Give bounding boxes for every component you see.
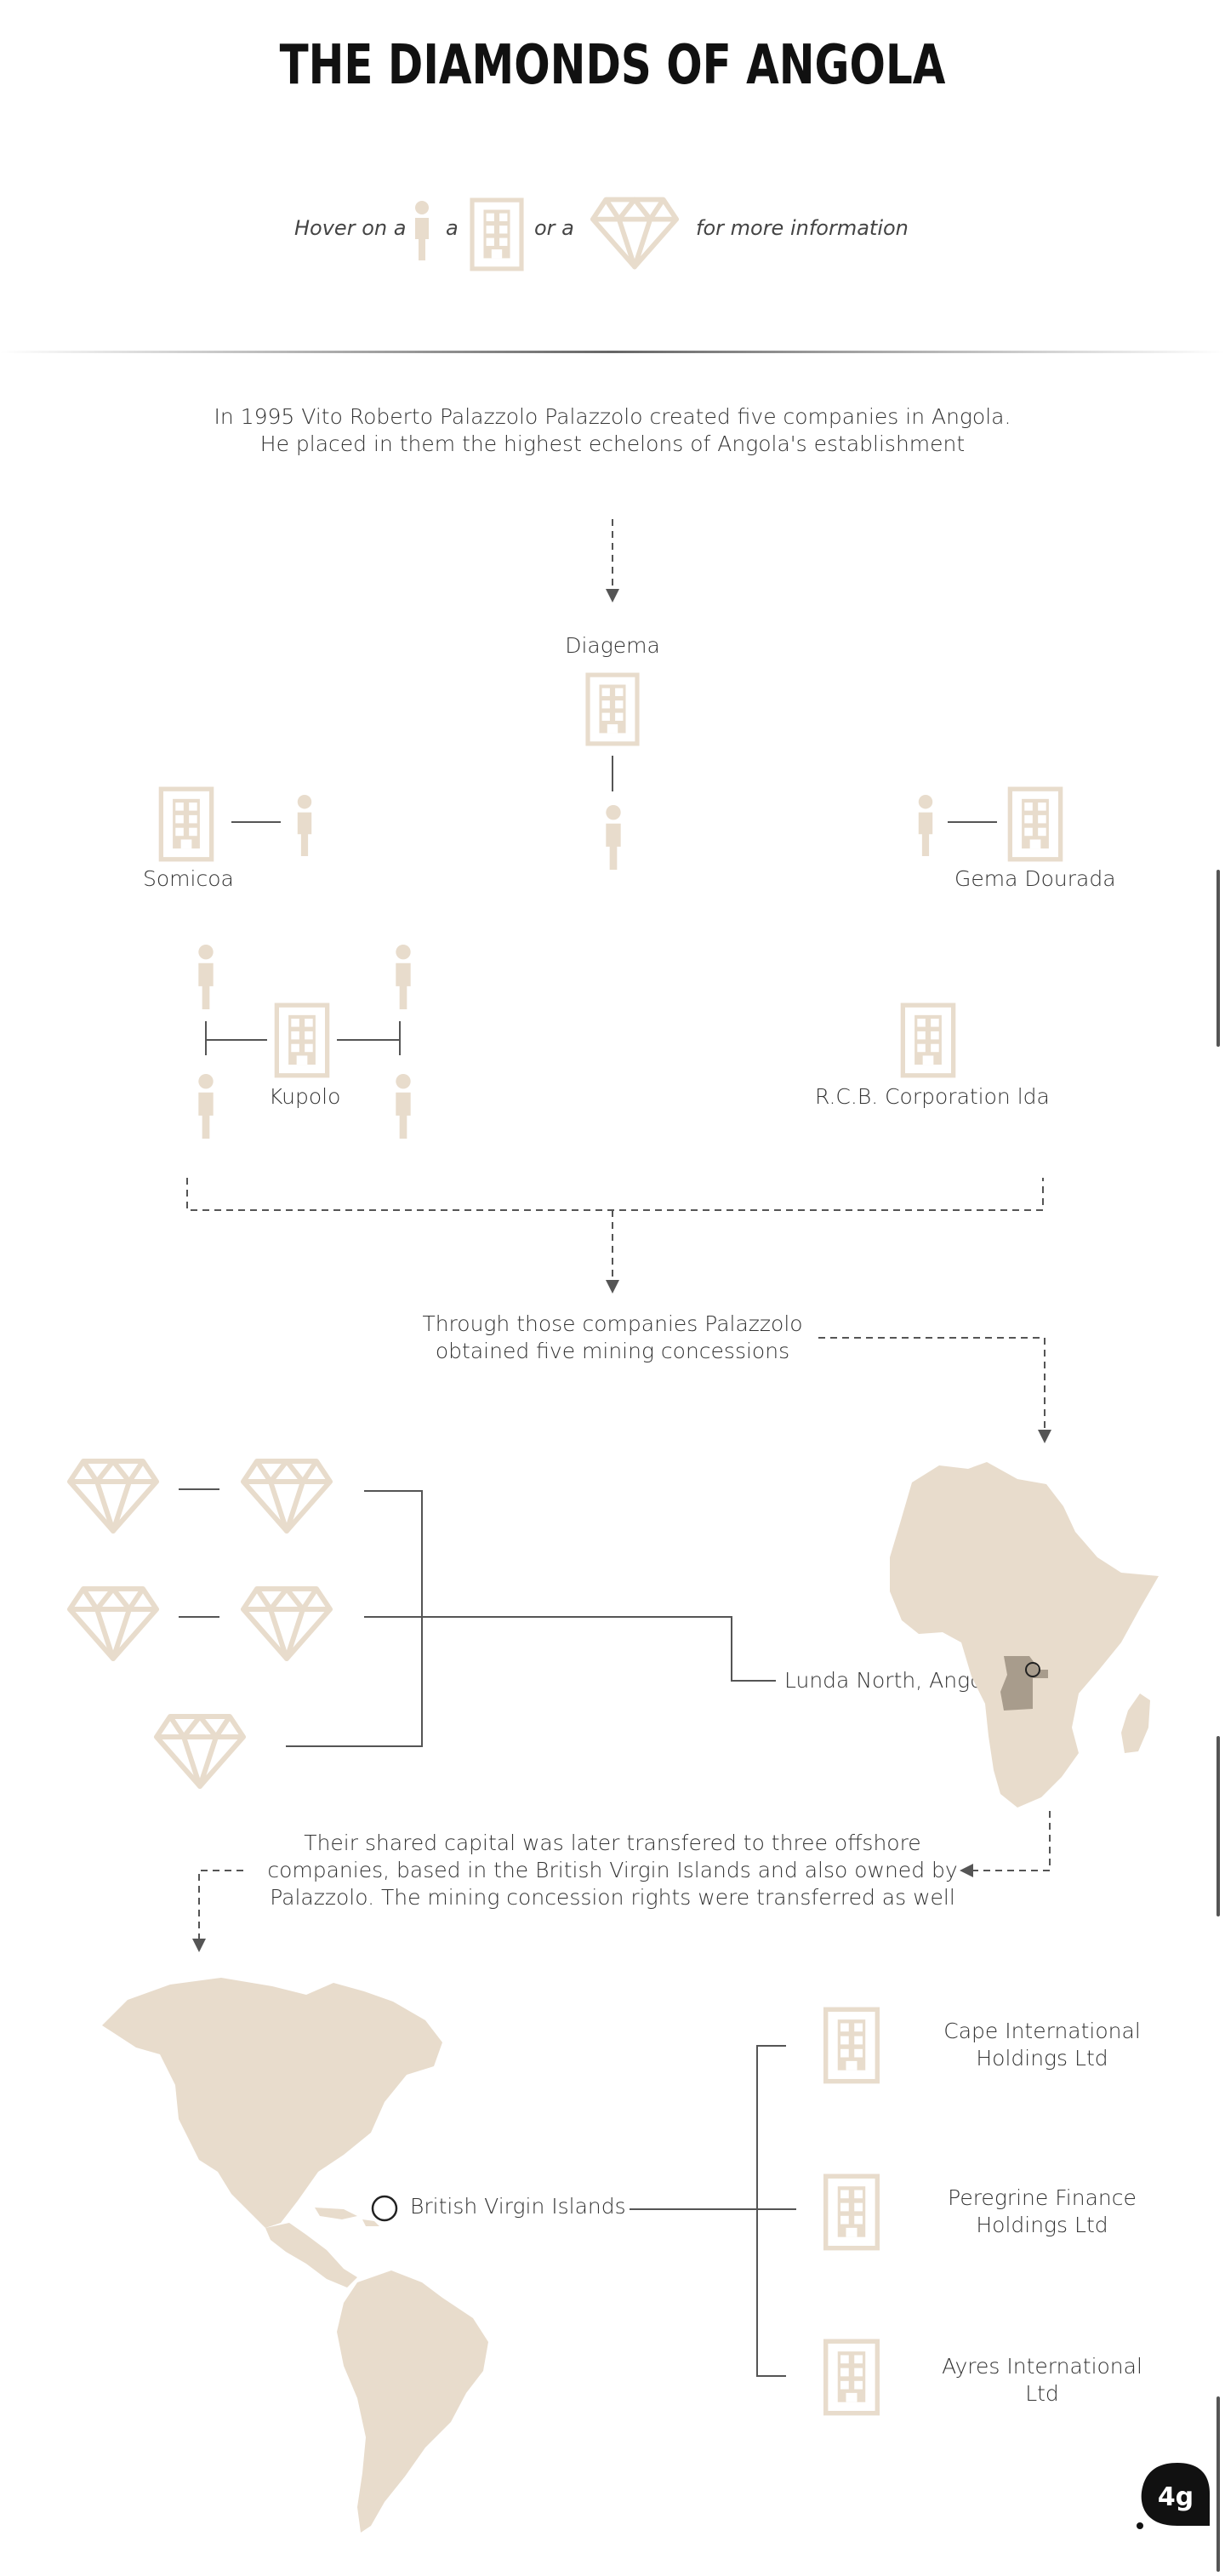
concessions-line-2: obtained five mining concessions xyxy=(435,1339,790,1363)
north-america-map xyxy=(102,1978,442,2228)
diagema-person-icon[interactable] xyxy=(606,805,621,870)
somicoa-building-icon[interactable] xyxy=(161,789,211,860)
scrollbar-thumb[interactable] xyxy=(1216,1736,1220,1916)
offshore-text-line-2: companies, based in the British Virgin I… xyxy=(267,1858,958,1882)
somicoa-person-icon[interactable] xyxy=(297,795,312,856)
kupolo-building-icon[interactable] xyxy=(276,1005,327,1076)
diagema-building-icon[interactable] xyxy=(588,675,637,744)
africa-map xyxy=(890,1462,1159,1808)
arrow-to-offshore-text xyxy=(960,1811,1051,1877)
intro-line-2: He placed in them the highest echelons o… xyxy=(259,431,966,456)
location-label-bvi[interactable]: British Virgin Islands xyxy=(410,2194,626,2219)
hint-text-2: a xyxy=(446,216,459,240)
lunda-north-marker[interactable] xyxy=(1025,1662,1040,1677)
offshore-label-peregrine-1: Peregrine Finance xyxy=(948,2185,1137,2210)
peregrine-building-icon[interactable] xyxy=(826,2176,878,2248)
company-label-diagema: Diagema xyxy=(565,633,660,658)
offshore-text-line-3: Palazzolo. The mining concession rights … xyxy=(270,1885,955,1910)
scrollbar-thumb[interactable] xyxy=(1216,2396,1220,2572)
offshore-label-cape-2: Holdings Ltd xyxy=(976,2046,1108,2071)
angola-highlight[interactable] xyxy=(1000,1656,1048,1711)
offshore-label-ayres-1: Ayres International xyxy=(942,2354,1142,2379)
kupolo-bracket xyxy=(205,1021,401,1055)
arrow-to-americas xyxy=(192,1870,243,1952)
rcb-building-icon[interactable] xyxy=(903,1005,953,1076)
concessions-line-1: Through those companies Palazzolo xyxy=(422,1311,803,1336)
caribbean-map xyxy=(315,2208,379,2226)
concession-diamond-icon[interactable] xyxy=(243,1589,330,1659)
hint-text-1: Hover on a xyxy=(294,216,407,240)
page-title: THE DIAMONDS OF ANGOLA xyxy=(279,34,946,97)
central-america-map xyxy=(265,2223,357,2288)
location-label-lunda-north[interactable]: Lunda North, Angola xyxy=(784,1668,1002,1693)
cape-building-icon[interactable] xyxy=(826,2009,878,2081)
offshore-text-line-1: Their shared capital was later transfere… xyxy=(304,1831,921,1855)
company-label-rcb: R.C.B. Corporation lda xyxy=(815,1084,1050,1109)
diamonds-bracket xyxy=(286,1490,423,1747)
concession-diamond-icon[interactable] xyxy=(70,1589,157,1659)
kupolo-person-icon[interactable] xyxy=(396,945,411,1009)
madagascar-map xyxy=(1121,1694,1150,1753)
hint-diamond-icon xyxy=(593,199,676,266)
offshore-label-cape-1: Cape International xyxy=(943,2019,1141,2043)
south-america-map xyxy=(337,2270,488,2533)
intro-line-1: In 1995 Vito Roberto Palazzolo Palazzolo… xyxy=(214,404,1011,429)
offshore-bracket xyxy=(756,2045,796,2377)
concession-diamond-icon[interactable] xyxy=(243,1461,330,1531)
diamonds-to-lunda-line xyxy=(364,1616,776,1682)
kupolo-person-icon[interactable] xyxy=(198,945,214,1009)
kupolo-person-icon[interactable] xyxy=(396,1074,411,1139)
company-label-somicoa: Somicoa xyxy=(143,866,234,891)
company-label-gema-dourada: Gema Dourada xyxy=(954,866,1116,891)
companies-merge-bracket xyxy=(186,1178,1044,1211)
hint-person-icon xyxy=(415,201,429,260)
arrow-to-africa xyxy=(818,1337,1051,1443)
gema-person-icon[interactable] xyxy=(918,795,933,856)
concession-diamond-icon[interactable] xyxy=(70,1461,157,1531)
kupolo-person-icon[interactable] xyxy=(198,1074,214,1139)
hint-building-icon xyxy=(472,200,521,269)
bvi-marker[interactable] xyxy=(371,2195,398,2222)
scrollbar-thumb[interactable] xyxy=(1216,870,1220,1047)
hint-text-4: for more information xyxy=(696,216,909,240)
divider-line xyxy=(0,351,1225,353)
company-label-kupolo: Kupolo xyxy=(269,1084,341,1109)
ayres-building-icon[interactable] xyxy=(826,2341,878,2413)
offshore-label-peregrine-2: Holdings Ltd xyxy=(976,2213,1108,2237)
hint-text-3: or a xyxy=(534,216,574,240)
brand-logo[interactable]: 4g xyxy=(1137,2463,1210,2529)
gema-building-icon[interactable] xyxy=(1010,789,1060,860)
concession-diamond-icon[interactable] xyxy=(157,1716,243,1786)
offshore-label-ayres-2: Ltd xyxy=(1025,2381,1059,2406)
brand-logo-text: 4g xyxy=(1158,2482,1194,2512)
